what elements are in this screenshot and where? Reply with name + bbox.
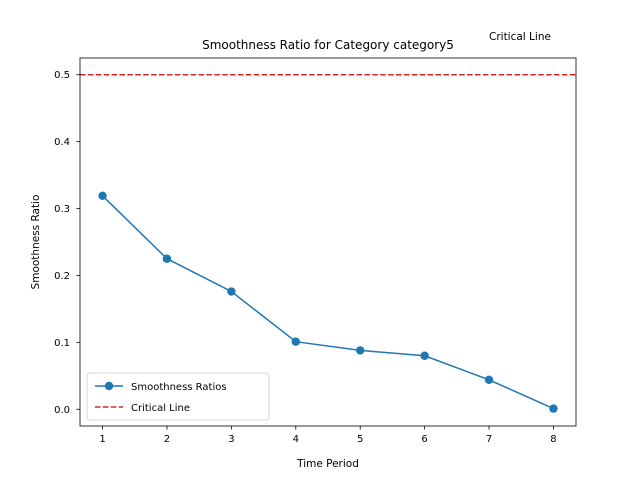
legend: Smoothness Ratios Critical Line — [86, 372, 270, 421]
chart-title: Smoothness Ratio for Category category5 — [202, 38, 454, 52]
series-line — [102, 195, 554, 410]
y-tick-label: 0.5 — [54, 70, 70, 81]
legend-marker — [104, 381, 114, 391]
y-tick-label: 0.0 — [54, 405, 70, 416]
legend-label-series: Smoothness Ratios — [131, 382, 227, 393]
x-tick-label: 2 — [164, 434, 170, 445]
x-tick-label: 6 — [421, 434, 427, 445]
x-axis-label: Time Period — [296, 458, 359, 470]
x-tick-label: 4 — [293, 434, 299, 445]
data-point — [549, 404, 558, 413]
critical-line-annotation: Critical Line — [489, 31, 551, 43]
x-tick-label: 8 — [550, 434, 556, 445]
x-tick-label: 5 — [357, 434, 363, 445]
y-tick-label: 0.2 — [54, 271, 70, 282]
data-point — [291, 337, 300, 346]
plot-frame — [79, 57, 577, 427]
y-tick-label: 0.4 — [54, 137, 70, 148]
y-axis-label: Smoothness Ratio — [30, 195, 42, 290]
legend-box — [86, 372, 270, 421]
data-point — [356, 346, 365, 355]
data-point — [227, 287, 236, 296]
y-tick-label: 0.3 — [54, 204, 70, 215]
x-tick-label: 3 — [228, 434, 234, 445]
data-point — [420, 351, 429, 360]
legend-label-critical: Critical Line — [131, 403, 190, 414]
y-tick-label: 0.1 — [54, 338, 70, 349]
x-tick-label: 7 — [486, 434, 492, 445]
data-point — [98, 191, 107, 201]
x-tick-label: 1 — [99, 434, 105, 445]
data-point — [484, 375, 494, 385]
data-point — [162, 254, 172, 263]
